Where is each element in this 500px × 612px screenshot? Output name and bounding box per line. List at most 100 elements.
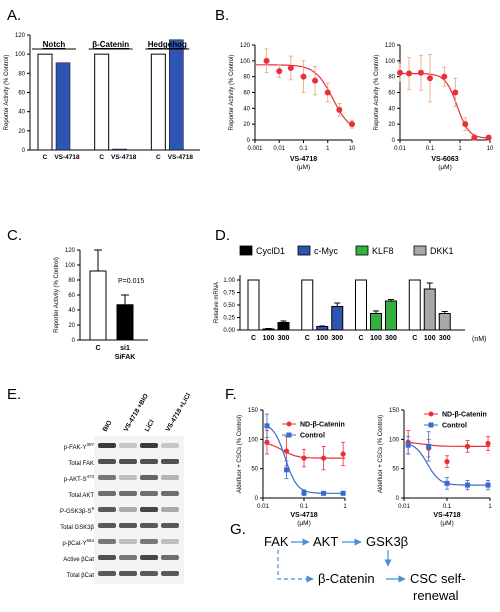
blot-row-label: Total AKT xyxy=(68,493,94,499)
panel-a-category-label: C xyxy=(156,154,161,161)
panel-b2-y-tick-label: 80 xyxy=(388,75,395,81)
blot-band xyxy=(140,555,158,560)
panel-d-legend-swatch xyxy=(239,245,253,256)
panel-b2-y-tick-label: 40 xyxy=(388,106,395,112)
blot-row-label-text: p-AKT-S xyxy=(64,477,87,483)
panel-b2-data-point xyxy=(417,69,424,76)
blot-band xyxy=(98,555,116,560)
panel-b1-data-point xyxy=(349,121,355,128)
blot-band xyxy=(98,523,116,528)
panel-f2-legend-label: ND-β-Catenin xyxy=(442,412,487,419)
panel-a-bar xyxy=(169,39,184,151)
panel-b1-y-tick-label: 20 xyxy=(243,122,250,128)
pathway-node-beta-catenin: β-Catenin xyxy=(318,571,375,586)
panel-f2-data-point xyxy=(465,482,471,488)
blot-band xyxy=(98,571,116,576)
panel-c-category-label: si1 xyxy=(120,345,130,352)
panel-d-category-label: 300 xyxy=(331,335,343,342)
blot-row-label-text: Total βCat xyxy=(67,573,94,579)
panel-d-bar xyxy=(331,306,344,331)
panel-label-b: B. xyxy=(215,7,229,24)
panel-d-category-label: 100 xyxy=(263,335,275,342)
blot-row-label-text: p-FAK-Y xyxy=(64,445,87,451)
panel-f2-data-point xyxy=(464,443,471,449)
panel-c-y-tick-label: 20 xyxy=(68,323,75,329)
panel-f2-legend-label: Control xyxy=(442,423,467,430)
panel-d-category-label: 300 xyxy=(385,335,397,342)
pathway-arrow-fak-bcat-dashed xyxy=(277,550,314,583)
panel-c-y-tick-label: 40 xyxy=(68,308,75,314)
blot-band xyxy=(119,507,137,512)
panel-d-bar xyxy=(370,313,382,331)
blot-band xyxy=(98,507,116,512)
blot-band xyxy=(119,459,137,464)
panel-a-y-tick-label: 0 xyxy=(22,148,26,154)
panel-a-bar xyxy=(94,53,110,151)
blot-band xyxy=(119,523,137,528)
blot-band xyxy=(119,571,137,576)
blot-band xyxy=(161,507,179,512)
panel-c-y-tick-label: 0 xyxy=(72,338,76,344)
panel-b2-data-point xyxy=(485,134,492,141)
panel-c-y-axis-label: Reporter Activity (% Control) xyxy=(54,257,60,333)
panel-b1-y-tick-label: 0 xyxy=(247,138,251,144)
panel-b1-x-axis-label: VS-4718 xyxy=(290,156,317,163)
blot-band xyxy=(98,459,116,464)
panel-b2-x-tick-label: 0.1 xyxy=(426,146,435,152)
blot-row-label: p-FAK-Y397 xyxy=(64,442,95,451)
pathway-node-gsk3b: GSK3β xyxy=(366,534,408,549)
panel-b1-data-point xyxy=(312,77,319,84)
blot-row-label: Active βCat xyxy=(63,557,94,563)
panel-f1-data-point xyxy=(320,455,327,461)
panel-b1-y-tick-label: 60 xyxy=(243,91,250,97)
panel-d-bar xyxy=(438,313,451,331)
panel-d-bar xyxy=(247,279,260,331)
panel-a-category-label: VS-4718 xyxy=(111,154,137,161)
panel-b1-y-tick-label: 120 xyxy=(240,43,251,49)
panel-b1-x-tick-label: 0.1 xyxy=(299,146,308,152)
panel-b2-data-point xyxy=(441,73,448,80)
panel-f2-fit-curve xyxy=(405,442,490,447)
panel-a-category-label: C xyxy=(43,154,48,161)
panel-f1-x-axis-unit: (μM) xyxy=(297,520,311,527)
panel-b1-x-tick-label: 10 xyxy=(349,146,356,152)
panel-d-y-tick-label: 0.75 xyxy=(223,291,235,297)
panel-f2-data-point xyxy=(444,459,450,465)
panel-c-bar xyxy=(89,270,107,341)
pathway-node-renewal: renewal xyxy=(413,588,459,603)
panel-f2-legend-marker xyxy=(428,422,434,428)
blot-row-label-text: P-GSK3β-S xyxy=(60,509,91,515)
blot-column-label: VS-4718 +LiCl xyxy=(165,392,193,433)
blot-band xyxy=(140,507,158,512)
panel-c-y-tick-label: 100 xyxy=(65,263,76,269)
panel-c-annotation: P=0.015 xyxy=(118,278,144,285)
blot-band xyxy=(98,539,116,544)
panel-a-y-tick-label: 60 xyxy=(18,91,25,97)
panel-f1-data-point xyxy=(301,455,307,461)
blot-band xyxy=(140,443,158,448)
panel-a-group-title: β-Catenin xyxy=(92,40,129,49)
panel-f1-data-point xyxy=(340,490,346,496)
blot-band xyxy=(140,475,158,480)
panel-f1-data-point xyxy=(321,490,327,496)
blot-band xyxy=(161,571,179,576)
blot-row-label-text: Total GSK3β xyxy=(60,525,94,531)
pathway-node-akt: AKT xyxy=(313,534,338,549)
panel-a-bar xyxy=(112,148,127,151)
panel-b2-y-tick-label: 60 xyxy=(388,91,395,97)
blot-row-label-text: Active βCat xyxy=(63,557,94,563)
panel-d-legend-swatch xyxy=(413,245,427,256)
panel-label-e: E. xyxy=(7,386,21,403)
blot-row-label-text: Total FAK xyxy=(68,461,94,467)
panel-c-category-label: C xyxy=(95,345,100,352)
blot-band xyxy=(119,475,137,480)
blot-band xyxy=(161,539,179,544)
blot-band xyxy=(119,539,137,544)
blot-band xyxy=(161,475,179,480)
panel-f1-x-axis-label: VS-4718 xyxy=(290,512,317,519)
panel-d-bar xyxy=(316,326,329,331)
panel-b1-data-point xyxy=(276,68,283,75)
panel-d-bar xyxy=(277,322,290,331)
panel-d-bar xyxy=(262,328,275,331)
